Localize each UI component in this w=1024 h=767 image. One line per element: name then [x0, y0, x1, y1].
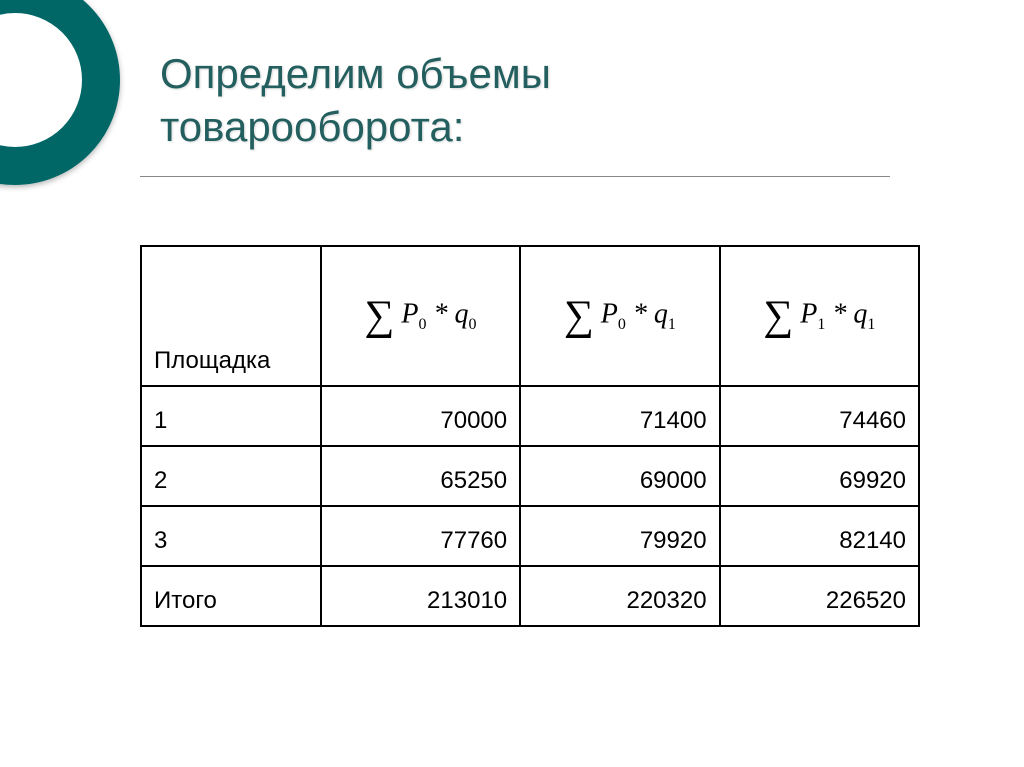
decorative-ring [0, 0, 120, 185]
cell-value: 77760 [321, 506, 520, 566]
cell-value: 74460 [720, 386, 919, 446]
data-table-container: Площадка ∑ P0 * q0 ∑ P0 * q1 ∑ P1 * q1 1… [140, 245, 920, 627]
cell-value: 71400 [520, 386, 719, 446]
header-formula-p1q1: ∑ P1 * q1 [720, 246, 919, 386]
title-line-1: Определим объемы [160, 50, 551, 97]
title-underline [140, 176, 890, 177]
row-label: 2 [141, 446, 321, 506]
cell-value: 213010 [321, 566, 520, 626]
cell-value: 226520 [720, 566, 919, 626]
row-label: 3 [141, 506, 321, 566]
cell-value: 69920 [720, 446, 919, 506]
turnover-table: Площадка ∑ P0 * q0 ∑ P0 * q1 ∑ P1 * q1 1… [140, 245, 920, 627]
cell-value: 65250 [321, 446, 520, 506]
cell-value: 69000 [520, 446, 719, 506]
table-row: 1 70000 71400 74460 [141, 386, 919, 446]
row-label: 1 [141, 386, 321, 446]
table-row: 3 77760 79920 82140 [141, 506, 919, 566]
table-header-row: Площадка ∑ P0 * q0 ∑ P0 * q1 ∑ P1 * q1 [141, 246, 919, 386]
cell-value: 70000 [321, 386, 520, 446]
cell-value: 79920 [520, 506, 719, 566]
cell-value: 82140 [720, 506, 919, 566]
header-formula-p0q1: ∑ P0 * q1 [520, 246, 719, 386]
table-row-total: Итого 213010 220320 226520 [141, 566, 919, 626]
table-row: 2 65250 69000 69920 [141, 446, 919, 506]
header-site-label: Площадка [141, 246, 321, 386]
row-label-total: Итого [141, 566, 321, 626]
header-formula-p0q0: ∑ P0 * q0 [321, 246, 520, 386]
slide-title: Определим объемы товарооборота: [160, 48, 551, 153]
title-line-2: товарооборота: [160, 103, 464, 150]
cell-value: 220320 [520, 566, 719, 626]
